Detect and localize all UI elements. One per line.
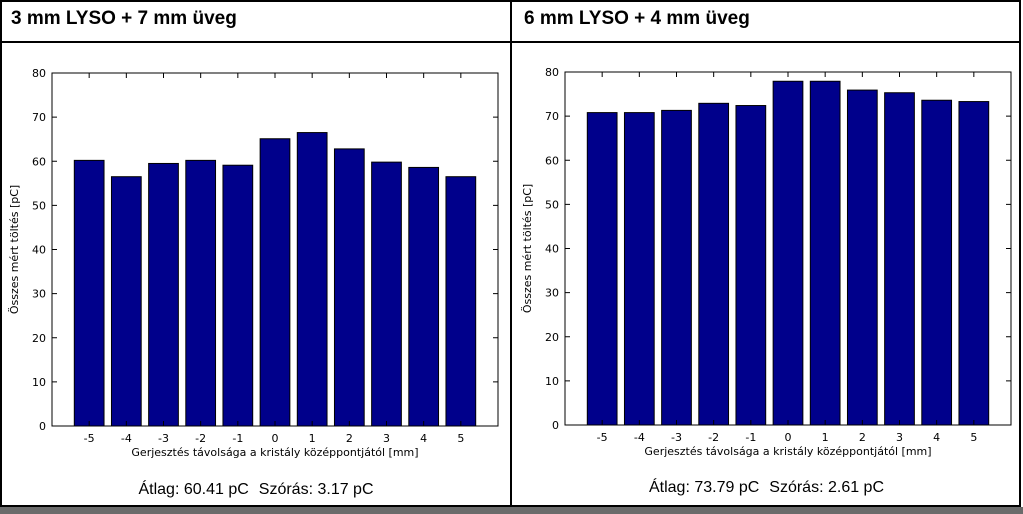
y-tick-label: 10 <box>545 375 559 388</box>
bar--5 <box>586 112 618 426</box>
bottom-strip <box>0 507 1023 514</box>
bar--2 <box>698 102 730 426</box>
y-tick-label: 60 <box>545 154 559 167</box>
bar--1 <box>735 105 767 426</box>
std-label: Szórás: 2.61 pC <box>769 479 885 496</box>
bar-chart-right: 0 10 20 30 40 50 60 70 80 -5 -4 -3 -2 -1 0 1 2 3 4 5 Gerjesz… <box>521 66 1012 458</box>
x-tick-label: 1 <box>822 431 829 444</box>
y-axis-label: Összes mért töltés [pC] <box>8 185 21 314</box>
x-tick-label: 5 <box>970 431 977 444</box>
y-tick-label: 0 <box>39 420 46 433</box>
x-tick-label: -2 <box>195 432 206 445</box>
stats-right: Átlag: 73.79 pC Szórás: 2.61 pC <box>512 479 1021 497</box>
x-tick-label: -3 <box>671 431 682 444</box>
y-tick-label: 10 <box>32 376 46 389</box>
x-axis-label: Gerjesztés távolsága a kristály középpon… <box>131 446 418 459</box>
panel-divider <box>510 0 512 507</box>
std-label: Szórás: 3.17 pC <box>258 481 374 498</box>
x-tick-label: 3 <box>383 432 390 445</box>
panel-title-right: 6 mm LYSO + 4 mm üveg <box>524 8 750 29</box>
bar-3 <box>371 161 402 427</box>
x-tick-label: -4 <box>121 432 132 445</box>
x-tick-label: 2 <box>346 432 353 445</box>
bar-5 <box>445 176 477 427</box>
bar-3 <box>884 92 915 426</box>
mean-label: Átlag: 73.79 pC <box>648 479 760 496</box>
y-tick-label: 50 <box>545 198 559 211</box>
x-tick-label: -2 <box>708 431 719 444</box>
x-tick-label: -4 <box>634 431 645 444</box>
x-tick-label: 0 <box>785 431 792 444</box>
x-tick-label: -1 <box>232 432 243 445</box>
mean-label: Átlag: 60.41 pC <box>138 481 249 498</box>
bar-1 <box>296 132 328 427</box>
y-tick-label: 40 <box>32 244 46 257</box>
y-tick-label: 70 <box>545 110 559 123</box>
y-tick-label: 50 <box>32 199 46 212</box>
bar-0 <box>259 138 291 427</box>
bar--4 <box>110 176 142 427</box>
chart-panel-left: 0 10 20 30 40 50 60 70 80 -5 -4 -3 -2 -1 0 1 2 3 4 5 Gerjesz… <box>2 43 510 507</box>
bar-chart-left: 0 10 20 30 40 50 60 70 80 -5 -4 -3 -2 -1 0 1 2 3 4 5 Gerjesz… <box>8 67 499 459</box>
chart-panel-right: 0 10 20 30 40 50 60 70 80 -5 -4 -3 -2 -1 0 1 2 3 4 5 Gerjesz… <box>512 43 1021 507</box>
bar-2 <box>333 148 365 427</box>
bar--2 <box>185 159 217 427</box>
y-tick-label: 40 <box>545 243 559 256</box>
y-tick-label: 80 <box>545 66 559 79</box>
header-divider <box>0 41 1021 43</box>
y-axis-label: Összes mért töltés [pC] <box>521 184 534 313</box>
y-tick-label: 30 <box>545 287 559 300</box>
bar--3 <box>148 162 179 427</box>
x-tick-label: 4 <box>420 432 427 445</box>
y-tick-label: 60 <box>32 155 46 168</box>
bar-1 <box>809 80 841 426</box>
bar--3 <box>661 109 692 426</box>
x-tick-label: 5 <box>457 432 464 445</box>
x-tick-label: 3 <box>896 431 903 444</box>
x-axis-label: Gerjesztés távolsága a kristály középpon… <box>644 445 931 458</box>
x-tick-label: -5 <box>597 431 608 444</box>
x-tick-label: 2 <box>859 431 866 444</box>
y-tick-label: 20 <box>545 331 559 344</box>
x-tick-label: -3 <box>158 432 169 445</box>
y-tick-label: 0 <box>552 419 559 432</box>
x-tick-label: 0 <box>272 432 279 445</box>
y-tick-label: 20 <box>32 332 46 345</box>
x-tick-label: 4 <box>933 431 940 444</box>
y-tick-label: 30 <box>32 288 46 301</box>
y-tick-label: 80 <box>32 67 46 80</box>
bar--4 <box>623 112 655 426</box>
stats-left: Átlag: 60.41 pC Szórás: 3.17 pC <box>2 481 510 499</box>
x-tick-label: -1 <box>745 431 756 444</box>
bar--5 <box>73 159 105 427</box>
bar-5 <box>958 101 990 426</box>
bar-4 <box>408 166 440 427</box>
x-tick-label: 1 <box>309 432 316 445</box>
bar--1 <box>222 164 254 427</box>
panel-title-left: 3 mm LYSO + 7 mm üveg <box>11 8 237 29</box>
bar-4 <box>921 99 953 426</box>
bar-2 <box>846 89 878 426</box>
x-tick-label: -5 <box>84 432 95 445</box>
y-tick-label: 70 <box>32 111 46 124</box>
bar-0 <box>772 80 804 426</box>
